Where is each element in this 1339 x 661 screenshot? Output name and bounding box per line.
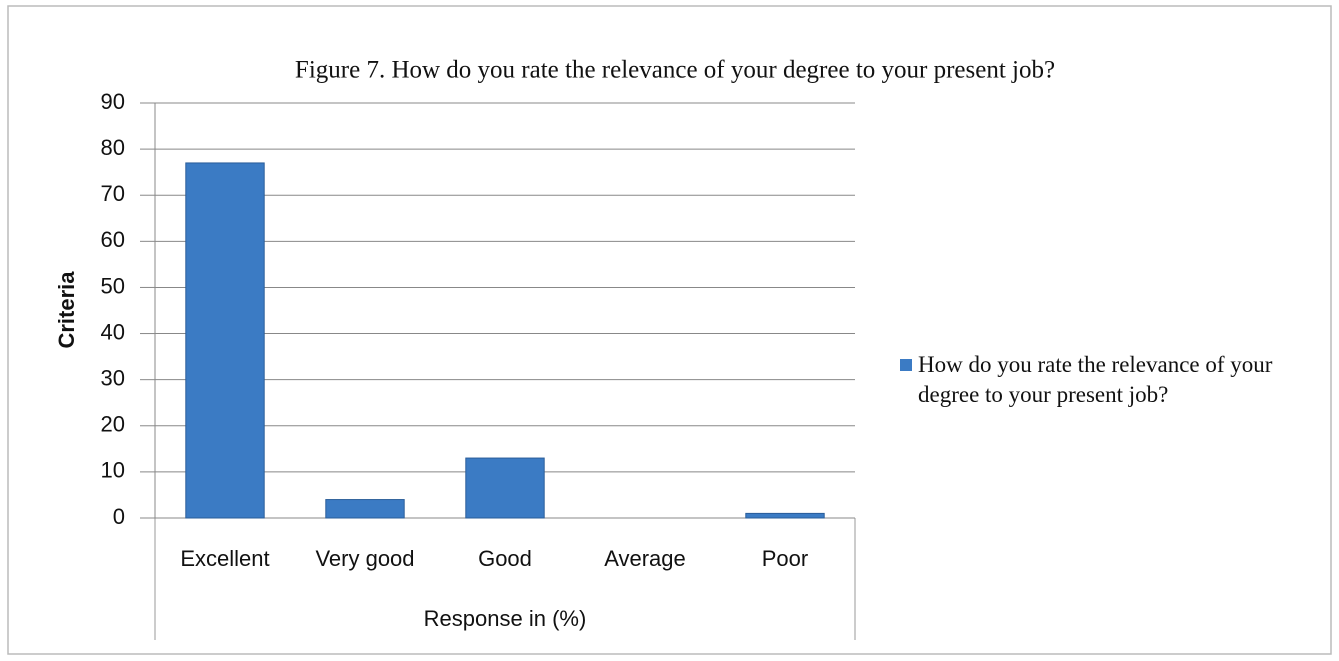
chart-title: Figure 7. How do you rate the relevance … [295, 57, 1055, 84]
y-tick-label: 60 [101, 227, 125, 252]
x-tick-label: Poor [762, 546, 808, 571]
legend: How do you rate the relevance of your de… [900, 350, 1300, 410]
x-tick-label: Average [604, 546, 686, 571]
bar [185, 162, 265, 519]
y-tick-label: 10 [101, 458, 125, 483]
y-axis-label: Criteria [54, 271, 79, 349]
legend-label: How do you rate the relevance of your de… [918, 352, 1273, 407]
bar [465, 457, 545, 519]
y-tick-label: 30 [101, 365, 125, 390]
bar [325, 499, 405, 519]
x-tick-label: Good [478, 546, 532, 571]
x-axis-label: Response in (%) [424, 606, 587, 631]
y-tick-label: 80 [101, 135, 125, 160]
x-tick-label: Excellent [180, 546, 269, 571]
legend-key [900, 359, 912, 371]
x-tick-label: Very good [315, 546, 414, 571]
y-tick-label: 70 [101, 181, 125, 206]
y-tick-label: 0 [113, 504, 125, 529]
y-tick-label: 50 [101, 273, 125, 298]
bar [745, 512, 825, 519]
frame [7, 5, 1332, 655]
y-tick-label: 20 [101, 412, 125, 437]
y-tick-label: 40 [101, 319, 125, 344]
y-tick-label: 90 [101, 89, 125, 114]
